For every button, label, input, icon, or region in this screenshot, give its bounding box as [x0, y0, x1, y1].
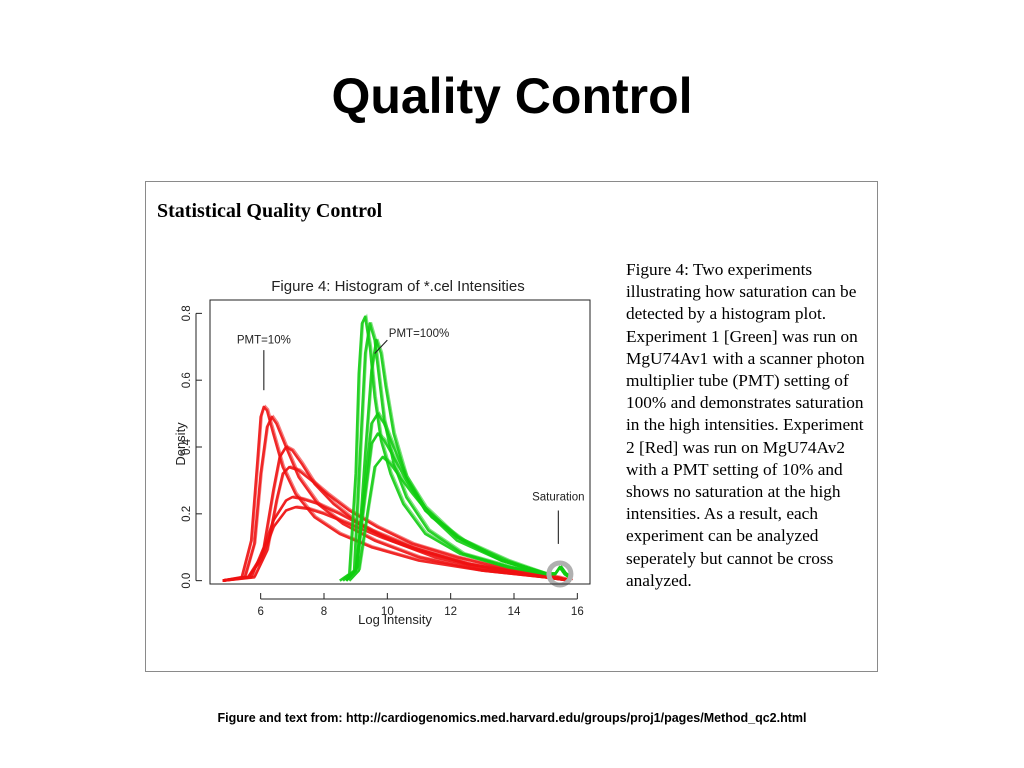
x-tick-label: 10	[381, 606, 394, 618]
series-line-pmt100-12	[348, 455, 571, 582]
x-tick-label: 8	[321, 606, 327, 618]
x-tick-label: 12	[444, 606, 457, 618]
figure-panel: Statistical Quality Control Figure 4: Hi…	[145, 181, 878, 672]
x-tick-label: 16	[571, 606, 584, 618]
series-line-shadow-pmt10-6	[224, 505, 573, 581]
figure-caption: Figure 4: Two experiments illustrating h…	[626, 260, 865, 590]
y-tick-label: 0.2	[181, 506, 193, 522]
density-chart: Figure 4: Histogram of *.cel Intensities…	[173, 278, 591, 627]
annotation-pmt10: PMT=10%	[237, 334, 291, 346]
plot-lines	[222, 313, 573, 582]
series-line-shadow-pmt10-2	[224, 414, 573, 581]
x-axis-label: Log Intensity	[358, 612, 432, 627]
annotation-saturation: Saturation	[532, 491, 584, 503]
series-line-pmt10-2	[222, 415, 572, 582]
series-line-pmt10-1	[222, 405, 572, 582]
y-axis-label: Density	[173, 422, 188, 466]
plot-frame	[209, 299, 591, 585]
y-axis: 0.0 0.2 0.4 0.6 0.8	[181, 305, 202, 589]
source-note: Figure and text from: http://cardiogenom…	[217, 711, 807, 725]
y-tick-label: 0.0	[181, 573, 193, 589]
annotation-pmt100: PMT=100%	[389, 328, 449, 340]
series-line-pmt10-6	[222, 505, 572, 582]
annotation-lines	[263, 339, 559, 544]
saturation-marker	[546, 560, 574, 588]
panel-heading: Statistical Quality Control	[157, 200, 383, 222]
series-line-shadow-pmt100-12	[350, 454, 572, 580]
y-tick-label: 0.8	[181, 305, 193, 321]
y-tick-label: 0.6	[181, 372, 193, 388]
slide-title: Quality Control	[331, 68, 693, 124]
chart-title: Figure 4: Histogram of *.cel Intensities	[271, 278, 524, 295]
y-tick-label: 0.4	[181, 438, 193, 455]
pmt100-pointer-line	[374, 339, 388, 354]
x-tick-label: 6	[257, 606, 263, 618]
x-axis: 6 8 10 12 14 16	[257, 593, 584, 618]
x-tick-label: 14	[508, 606, 521, 618]
